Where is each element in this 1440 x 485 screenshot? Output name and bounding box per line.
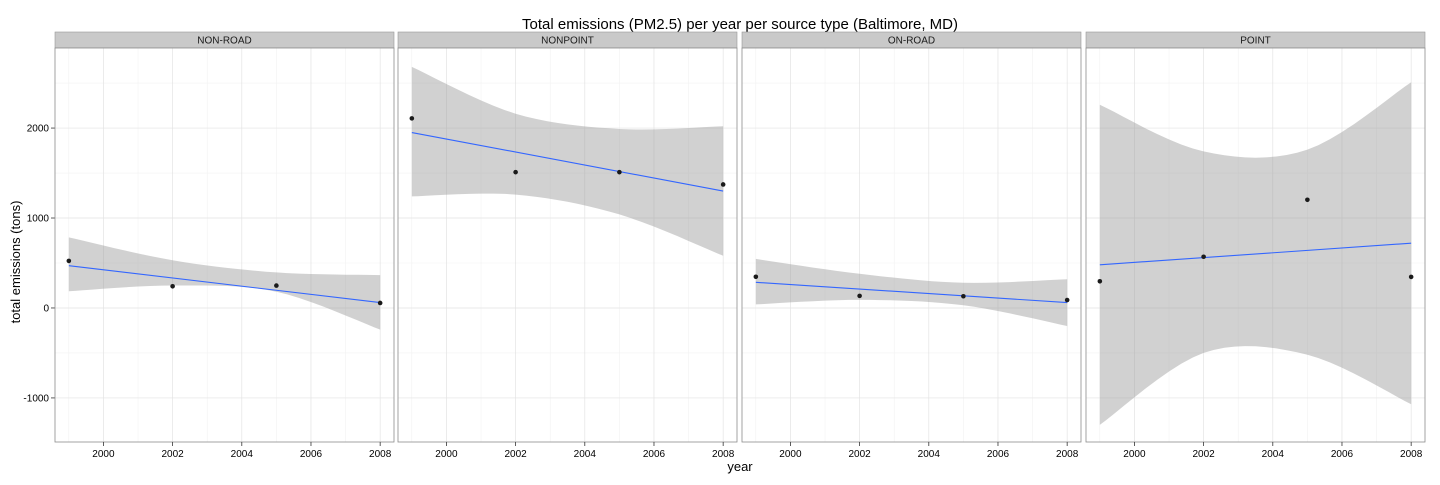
- data-point: [513, 169, 518, 175]
- x-tick-label: 2000: [1123, 449, 1146, 460]
- x-tick-label: 2006: [1331, 449, 1354, 460]
- data-point: [720, 182, 726, 187]
- confidence-band: [68, 237, 381, 330]
- trend-line: [68, 265, 381, 304]
- y-tick-label: 0: [43, 303, 49, 314]
- data-point: [857, 293, 862, 299]
- trend-line: [411, 132, 724, 192]
- y-axis-title: total emissions (tons): [8, 201, 23, 324]
- x-tick-label: 2002: [1192, 449, 1215, 460]
- x-tick-label: 2008: [369, 449, 392, 460]
- panel-background: [742, 48, 1081, 442]
- x-axis-title: year: [727, 459, 753, 474]
- x-tick-label: 2004: [1262, 449, 1285, 460]
- facet-strip-label: POINT: [1240, 36, 1271, 47]
- panel-background: [398, 48, 737, 442]
- facet-panel-on-road: ON-ROAD 2000 2002 2004 2006 2008: [741, 31, 1082, 460]
- x-tick-label: 2002: [848, 449, 871, 460]
- chart-title: Total emissions (PM2.5) per year per sou…: [522, 16, 958, 33]
- facet-panel-non-road: NON-ROAD 2000 2002 2004 2006 2008: [54, 31, 395, 460]
- data-point: [1097, 278, 1103, 284]
- panel-border: [741, 47, 1082, 443]
- data-point: [66, 258, 72, 264]
- facet-strip-label: NON-ROAD: [197, 36, 251, 47]
- data-point: [170, 284, 175, 289]
- data-point: [1408, 274, 1414, 280]
- data-point: [274, 283, 279, 288]
- facet-panels: -1000 0 1000 2000 NON-ROAD 2000 2002 2004 2006 20…: [23, 31, 1426, 460]
- y-tick-label: 2000: [27, 124, 50, 135]
- y-tick-label: -1000: [23, 393, 49, 404]
- data-point: [1305, 197, 1310, 203]
- facet-strip-label: ON-ROAD: [888, 36, 935, 47]
- facet-panel-point: POINT 2000 2002 2004 2006 2008: [1085, 31, 1426, 460]
- panel-border: [1085, 47, 1426, 443]
- trend-line: [755, 281, 1068, 304]
- data-point: [1064, 297, 1070, 303]
- data-point: [409, 116, 415, 121]
- x-tick-label: 2008: [1400, 449, 1423, 460]
- x-tick-label: 2006: [987, 449, 1010, 460]
- x-tick-label: 2008: [1056, 449, 1079, 460]
- x-tick-label: 2000: [92, 449, 115, 460]
- trend-line: [1099, 242, 1412, 266]
- x-tick-label: 2008: [712, 449, 735, 460]
- x-tick-label: 2004: [574, 449, 597, 460]
- x-tick-label: 2000: [779, 449, 802, 460]
- y-tick-label: 1000: [27, 214, 50, 225]
- facet-panel-nonpoint: NONPOINT 2000 2002 2004 2006 2008: [397, 31, 738, 460]
- data-point: [1201, 254, 1206, 260]
- facet-strip-label: NONPOINT: [541, 36, 594, 47]
- panel-border: [54, 47, 395, 443]
- panel-background: [1086, 48, 1425, 442]
- data-point: [753, 274, 759, 280]
- panel-background: [55, 48, 394, 442]
- x-tick-label: 2000: [435, 449, 458, 460]
- x-tick-label: 2004: [918, 449, 941, 460]
- data-point: [377, 300, 383, 306]
- panel-border: [397, 47, 738, 443]
- x-tick-label: 2006: [643, 449, 666, 460]
- x-tick-label: 2006: [300, 449, 323, 460]
- x-tick-label: 2002: [161, 449, 184, 460]
- data-point: [617, 169, 622, 175]
- x-tick-label: 2002: [504, 449, 527, 460]
- data-point: [961, 293, 966, 299]
- x-tick-label: 2004: [231, 449, 254, 460]
